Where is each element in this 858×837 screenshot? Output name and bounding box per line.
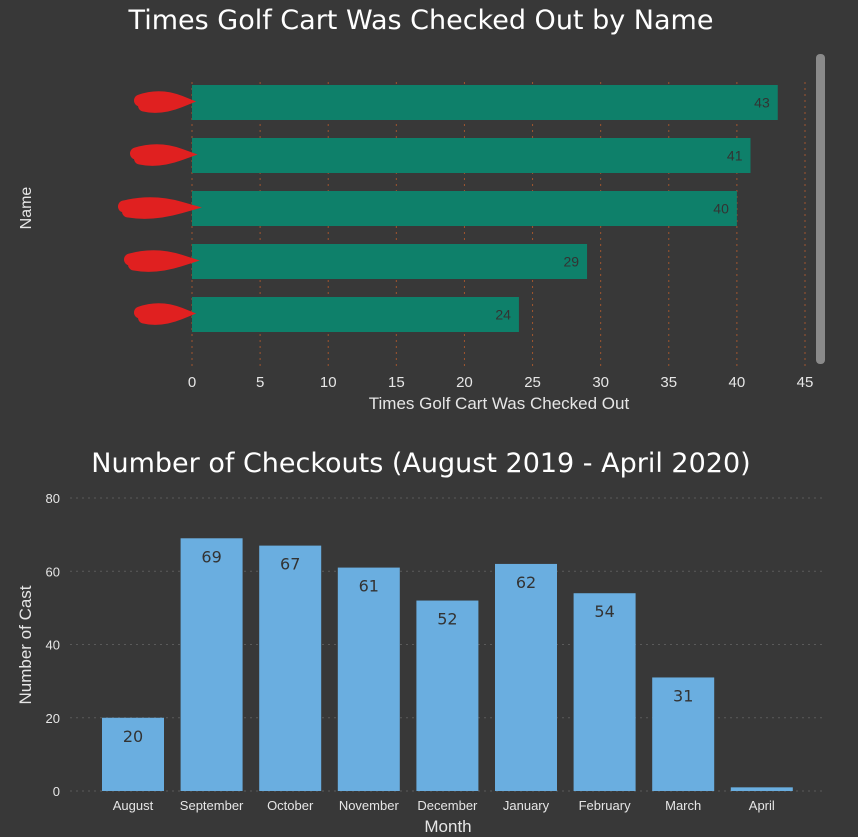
bar[interactable]	[416, 600, 479, 791]
bar-data-label: 29	[563, 254, 579, 270]
bottom-chart-x-axis-label: Month	[424, 817, 471, 836]
x-tick-label: 15	[388, 374, 405, 391]
x-tick-label: 0	[188, 374, 196, 391]
x-tick-label: September	[180, 798, 244, 813]
x-tick-label: 30	[592, 374, 609, 391]
x-tick-label: 35	[660, 374, 677, 391]
top-chart-x-ticks: 0 5 10 15 20 25 30 35 40 45	[188, 374, 814, 391]
bar-data-label: 24	[495, 307, 511, 323]
top-chart-scrollbar[interactable]	[816, 54, 825, 364]
x-tick-label: August	[113, 798, 154, 813]
bar-data-label: 67	[280, 555, 300, 574]
checkouts-by-month-chart: Number of Checkouts (August 2019 - April…	[16, 448, 822, 836]
redacted-name-label	[134, 303, 197, 325]
bar-data-label: 54	[594, 602, 614, 621]
redacted-name-label	[124, 250, 200, 272]
bar[interactable]	[192, 191, 737, 226]
bar-data-label: 61	[359, 577, 379, 596]
y-tick-label: 80	[46, 491, 60, 506]
bar[interactable]	[259, 545, 322, 791]
bottom-chart-y-axis-label: Number of Cast	[16, 585, 35, 704]
top-chart-bars: 43 41 40 29 24	[118, 85, 778, 332]
x-tick-label: January	[503, 798, 550, 813]
x-tick-label: December	[417, 798, 478, 813]
bar-data-label: 40	[713, 201, 729, 217]
x-tick-label: October	[267, 798, 314, 813]
bar-data-label: 20	[123, 727, 143, 746]
y-tick-label: 0	[53, 784, 60, 799]
x-tick-label: 20	[456, 374, 473, 391]
bar[interactable]	[102, 717, 164, 791]
bar[interactable]	[192, 138, 751, 173]
checkouts-by-name-chart: Times Golf Cart Was Checked Out by Name …	[18, 5, 825, 413]
redacted-name-label	[134, 91, 197, 113]
bar-data-label: 43	[754, 95, 770, 111]
x-tick-label: April	[749, 798, 775, 813]
top-chart-title: Times Golf Cart Was Checked Out by Name	[128, 5, 714, 36]
bar-data-label: 41	[727, 148, 743, 164]
x-tick-label: March	[665, 798, 701, 813]
bar-data-label: 62	[516, 573, 536, 592]
x-tick-label: 5	[256, 374, 264, 391]
bar[interactable]	[192, 244, 588, 279]
bar[interactable]	[730, 787, 793, 791]
y-tick-label: 20	[46, 711, 60, 726]
redacted-name-label	[118, 197, 202, 219]
y-tick-label: 60	[46, 564, 60, 579]
bottom-chart-x-ticks: August September October November December Ja…	[113, 798, 775, 813]
top-chart-y-axis-label: Name	[18, 187, 35, 230]
bar[interactable]	[652, 677, 715, 791]
scrollbar-thumb[interactable]	[816, 54, 825, 364]
top-chart-x-axis-label: Times Golf Cart Was Checked Out	[369, 394, 630, 413]
bar[interactable]	[337, 567, 400, 791]
bar[interactable]	[192, 297, 519, 332]
bar-data-label: 52	[437, 610, 457, 629]
x-tick-label: 45	[797, 374, 814, 391]
bar[interactable]	[180, 538, 243, 791]
bar[interactable]	[495, 563, 557, 791]
y-tick-label: 40	[46, 638, 60, 653]
bottom-chart-title: Number of Checkouts (August 2019 - April…	[91, 448, 750, 479]
redacted-name-label	[130, 144, 198, 166]
x-tick-label: 40	[729, 374, 746, 391]
x-tick-label: 25	[524, 374, 541, 391]
bar[interactable]	[573, 593, 636, 791]
bar-data-label: 31	[673, 686, 693, 705]
bar-data-label: 69	[201, 547, 221, 566]
x-tick-label: November	[339, 798, 400, 813]
bottom-chart-y-ticks: 0 20 40 60 80	[46, 491, 60, 799]
bar[interactable]	[192, 85, 778, 120]
x-tick-label: 10	[320, 374, 337, 391]
bottom-chart-bars: 20 69 67 61 52 62 54 31	[102, 538, 793, 791]
x-tick-label: February	[579, 798, 632, 813]
